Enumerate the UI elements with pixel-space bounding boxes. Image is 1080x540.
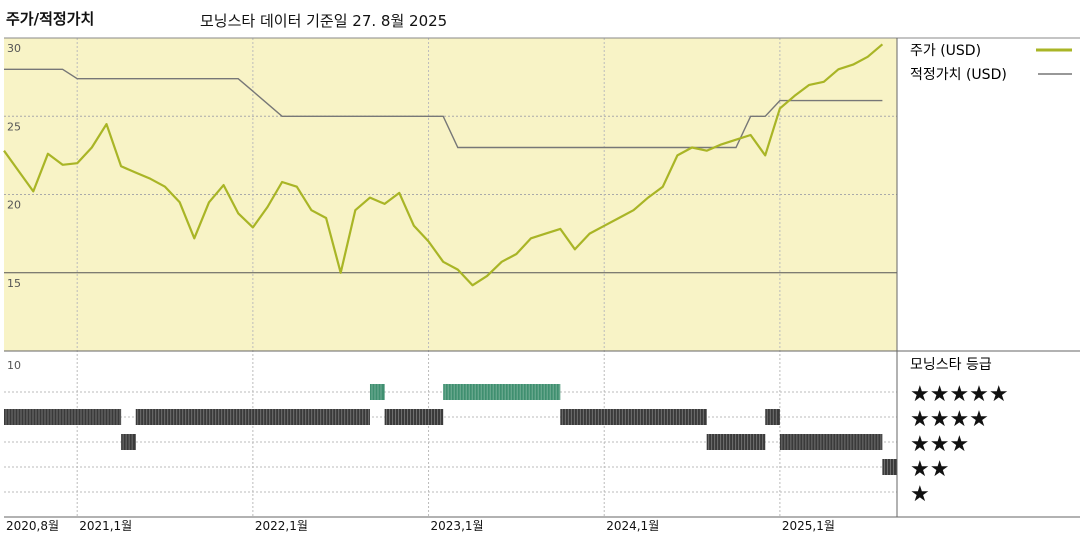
rating-bar [369,384,385,400]
rating-segment-4-stars [765,409,780,425]
rating-bar [4,409,122,425]
x-tick-label: 2020,8월 [6,519,59,533]
x-tick-label: 2021,1월 [79,519,132,533]
y-tick-labels-main: 15 20 25 30 [7,42,21,290]
rating-segment-5-stars [369,384,385,400]
legend-price-label: 주가 (USD) [910,43,981,59]
data-date-subtitle: 모닝스타 데이터 기준일 27. 8월 2025 [200,12,448,30]
rating-level-label: ★★★★ [910,407,989,432]
rating-level-label: ★★★ [910,432,969,457]
rating-segment-3-stars [121,434,136,450]
rating-level-label: ★ [910,482,930,507]
rating-bar [560,409,707,425]
price-line [3,43,884,287]
rating-level-label: ★★★★★ [910,382,1009,407]
rating-bar [443,384,561,400]
x-tick-label: 2023,1월 [431,519,484,533]
y-tick-labels-rating: 10 [7,359,21,372]
rating-level-labels: ★★★★★★★★★★★★★★★ [910,382,1009,507]
x-tick-labels: 2020,8월 2021,1월 2022,1월 2023,1월 2024,1월 2025,… [6,519,835,533]
rating-bars [4,384,897,475]
x-tick-label: 2024,1월 [606,519,659,533]
rating-bar [706,434,766,450]
rating-segment-3-stars [779,434,883,450]
y-tick-label: 15 [7,277,21,290]
fair-value-line [4,68,883,149]
y-tick-label: 25 [7,120,21,133]
x-tick-label: 2025,1월 [782,519,835,533]
y-tick-label: 30 [7,42,21,55]
x-tick-label: 2022,1월 [255,519,308,533]
rating-segment-5-stars [443,384,561,400]
rating-bar [135,409,370,425]
rating-segment-4-stars [560,409,707,425]
legend-fair-label: 적정가치 (USD) [910,67,1007,83]
rating-level-label: ★★ [910,457,949,482]
rating-bar [882,459,897,475]
rating-segment-2-stars [882,459,897,475]
rating-bar [384,409,444,425]
rating-bar [121,434,136,450]
rating-segment-3-stars [706,434,766,450]
rating-bar [779,434,883,450]
rating-segment-4-stars [4,409,122,425]
rating-bar [765,409,780,425]
chart-title: 주가/적정가치 [6,10,95,28]
rating-segment-4-stars [384,409,444,425]
rating-legend-title: 모닝스타 등급 [910,357,992,373]
rating-segment-4-stars [135,409,370,425]
rating-y-tick-label: 10 [7,359,21,372]
y-tick-label: 20 [7,199,21,212]
